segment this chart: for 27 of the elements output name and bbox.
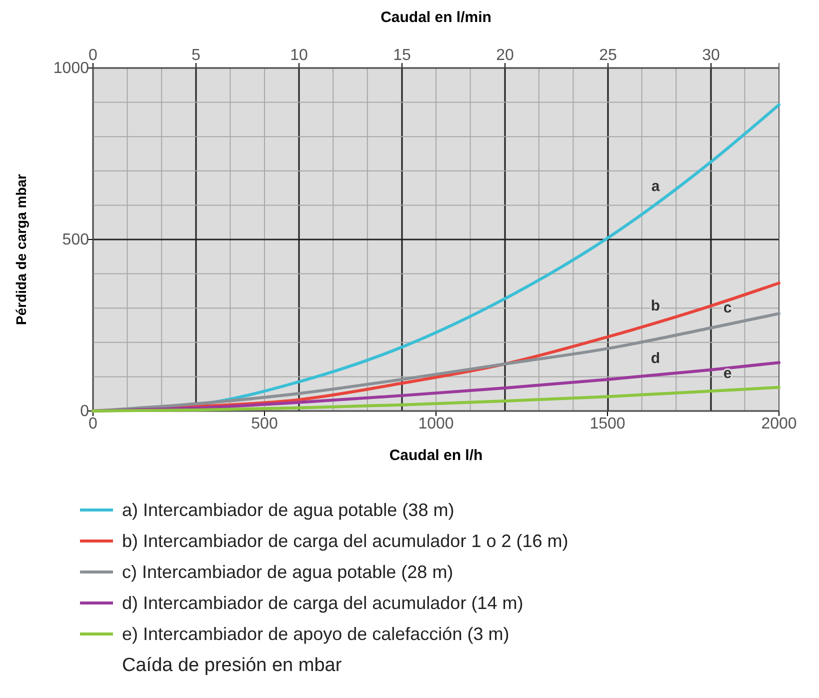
annotation: a xyxy=(651,178,660,195)
x2-tick-label: 15 xyxy=(393,47,412,64)
x-tick-label: 500 xyxy=(251,415,278,432)
text: Caída de presión en mbar xyxy=(122,655,342,676)
x2-axis-title: Caudal en l/min xyxy=(380,9,492,26)
x2-tick-label: 10 xyxy=(290,47,308,64)
y-tick-label: 500 xyxy=(62,232,90,249)
x2-tick-label: 30 xyxy=(702,47,720,64)
y-axis-title: Pérdida de carga mbar xyxy=(13,173,29,325)
x-tick-label: 1000 xyxy=(418,415,454,432)
x-tick-label: 2000 xyxy=(761,415,797,432)
y-tick-label: 0 xyxy=(80,403,90,420)
legend-label: d) Intercambiador de carga del acumulador (14 m) xyxy=(122,593,524,613)
annotation: d xyxy=(650,350,660,367)
legend-label: a) Intercambiador de agua potable (38 m) xyxy=(122,500,454,520)
y-tick-label: 1000 xyxy=(53,60,90,78)
x-axis-title: Caudal en l/h xyxy=(389,447,483,464)
annotation: e xyxy=(723,365,732,382)
x2-tick-label: 25 xyxy=(599,47,618,64)
annotation: b xyxy=(650,298,660,315)
legend-label: e) Intercambiador de apoyo de calefacción (3 m) xyxy=(122,624,510,644)
x2-tick-label: 20 xyxy=(496,47,514,64)
x-tick-label: 1500 xyxy=(590,415,626,432)
annotation: c xyxy=(723,299,732,316)
legend-label: b) Intercambiador de carga del acumulador 1 o 2 (16 m) xyxy=(122,531,568,551)
legend-label: c) Intercambiador de agua potable (28 m) xyxy=(122,562,454,582)
x2-tick-label: 5 xyxy=(192,47,201,64)
